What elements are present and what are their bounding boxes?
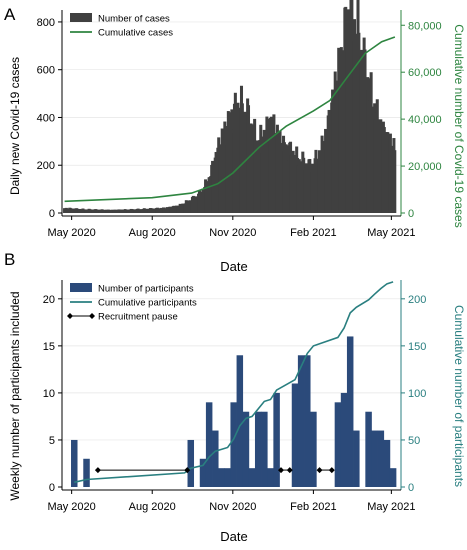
panel-b-legend-label: Recruitment pause <box>98 312 178 323</box>
panel-a-y-tick-label: 400 <box>37 112 55 124</box>
panel-a-legend: Number of cases Cumulative cases <box>70 13 173 39</box>
panel-a-lines <box>64 36 396 203</box>
panel-a-y2-tick-label: 60,000 <box>408 67 442 79</box>
panel-b-bar <box>261 411 268 487</box>
panel-b-bar <box>365 411 372 487</box>
panel-b-bar <box>389 468 397 487</box>
panel-a-y2-tick-label: 20,000 <box>408 161 442 173</box>
panel-a-x-tick-label: Feb 2021 <box>290 227 336 239</box>
panel-b-y2-tick-label: 50 <box>408 435 420 447</box>
panel-b-x-tick-label: Nov 2020 <box>209 501 256 513</box>
panel-b-pause-marker <box>277 467 284 474</box>
panel-b-bar <box>205 402 213 487</box>
panel-b-y2-tick-label: 200 <box>408 294 426 306</box>
panel-b-bar <box>218 468 225 487</box>
panel-b-bar <box>254 411 262 487</box>
panel-label-a: A <box>4 5 16 24</box>
panel-b-bar <box>267 468 274 487</box>
panel-b-y2-tick-label: 0 <box>408 482 414 494</box>
panel-b-y2-tick-label: 150 <box>408 341 426 353</box>
panel-b-bar <box>346 336 354 487</box>
panel-b-bar <box>377 430 385 487</box>
panel-b-pause-marker <box>328 467 335 474</box>
panel-b-pause-marker <box>94 467 101 474</box>
panel-a-bars <box>63 0 397 214</box>
panel-a-y2-tick-label: 40,000 <box>408 114 442 126</box>
panel-a-x-tick-label: May 2020 <box>47 227 95 239</box>
panel-b-pause-marker <box>316 467 323 474</box>
panel-b-legend-label: Cumulative participants <box>98 298 197 309</box>
panel-a-y2-tick-label: 0 <box>408 208 414 220</box>
panel-a-x-tick-label: May 2021 <box>367 227 415 239</box>
panel-b-x-tick-label: Aug 2020 <box>129 501 176 513</box>
panel-b-y-axis-title: Weekly number of participants included <box>8 291 22 500</box>
panel-b-y2-tick-label: 100 <box>408 388 426 400</box>
panel-b-bars <box>71 336 397 487</box>
panel-a-x-axis-title: Date <box>220 259 247 274</box>
panel-b-bar <box>334 402 342 487</box>
panel-b-bar <box>230 402 237 487</box>
panel-a-y-tick-label: 800 <box>37 17 55 29</box>
panel-b-y-tick-label: 5 <box>49 435 55 447</box>
panel-a-x-tick-label: Nov 2020 <box>209 227 256 239</box>
panel-b-pause-marker <box>286 467 293 474</box>
panel-b-bar <box>212 430 219 487</box>
panel-b-bar <box>236 355 244 487</box>
panel-b-pause-marker <box>184 467 191 474</box>
panel-b-bar <box>273 392 280 487</box>
panel-b-x-axis-title: Date <box>220 529 247 544</box>
panel-a-y-axis-title: Daily new Covid-19 cases <box>8 57 22 195</box>
panel-b-bar <box>83 458 90 487</box>
panel-b-bar <box>242 411 250 487</box>
panel-b-legend-swatch <box>89 313 95 319</box>
panel-b-x-tick-label: May 2021 <box>367 501 415 513</box>
panel-b-bar <box>224 468 231 487</box>
panel-b-bar <box>340 392 348 487</box>
panel-b-right-axis-title: Cumulative number of participants <box>452 305 466 487</box>
panel-b-bar <box>310 411 317 487</box>
panel-b-cumulative-line <box>74 281 394 484</box>
panel-b-y-tick-label: 20 <box>43 294 55 306</box>
panel-a-right-axis-title: Cumulative number of Covid-19 cases <box>452 24 466 227</box>
panel-a-y-tick-label: 200 <box>37 160 55 172</box>
panel-b-bar <box>353 430 360 487</box>
panel-label-b: B <box>4 250 15 269</box>
panel-b-bar <box>304 355 311 487</box>
panel-a-legend-label: Number of cases <box>98 14 170 25</box>
panel-a-y-tick-label: 600 <box>37 65 55 77</box>
panel-b-legend: Number of participants Cumulative partici… <box>67 283 197 323</box>
panel-b-bar <box>291 383 299 487</box>
panel-b-legend-label: Number of participants <box>98 284 194 295</box>
panel-a-y-tick-label: 0 <box>49 208 55 220</box>
panel-a-legend-label: Cumulative cases <box>98 28 173 39</box>
panel-b-y-tick-label: 10 <box>43 388 55 400</box>
panel-b-lines <box>74 281 394 484</box>
panel-b-x-tick-label: May 2020 <box>47 501 95 513</box>
panel-a-axes: 0 200 400 600 800 0 20,000 40,000 60,000 80,000 Ma… <box>37 10 442 239</box>
panel-a-y2-tick-label: 80,000 <box>408 20 442 32</box>
panel-a-bar <box>393 150 397 213</box>
panel-b-bar <box>383 439 391 487</box>
panel-b-y-tick-label: 0 <box>49 482 55 494</box>
panel-b-intervals <box>94 467 335 474</box>
panel-b-bar <box>248 468 256 487</box>
panel-a-legend-swatch <box>70 13 92 22</box>
panel-b-legend-swatch <box>67 313 73 319</box>
panel-a: A 0 200 400 600 800 0 20,000 40,000 60,000 80,000… <box>4 0 466 274</box>
panel-b-bar <box>297 355 305 487</box>
panel-a-cumulative-line <box>64 36 396 203</box>
panel-b-bar <box>199 458 207 487</box>
panel-b-bar <box>371 430 378 487</box>
panel-b-y-tick-label: 15 <box>43 341 55 353</box>
panel-b-bar <box>71 439 78 487</box>
panel-b-legend-swatch <box>70 283 92 292</box>
panel-b-bar <box>187 439 195 487</box>
panel-b-x-tick-label: Feb 2021 <box>290 501 336 513</box>
panel-a-x-tick-label: Aug 2020 <box>129 227 176 239</box>
